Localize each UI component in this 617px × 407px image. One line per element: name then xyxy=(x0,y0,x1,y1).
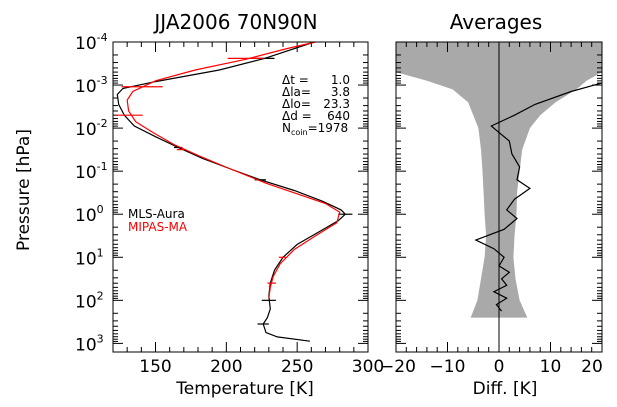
left-x-axis-label: Temperature [K] xyxy=(175,379,314,399)
y-tick-label: 10-3 xyxy=(75,74,108,97)
y-tick-base: 10 xyxy=(75,249,97,269)
left-panel-title: JJA2006 70N90N xyxy=(152,10,317,34)
x-tick-label: 250 xyxy=(281,357,313,377)
y-tick-label: 102 xyxy=(75,289,104,312)
stat-ncoin-symbol: N xyxy=(282,121,291,135)
y-tick-label: 101 xyxy=(75,246,104,269)
y-tick-base: 10 xyxy=(75,34,97,54)
stat-dd-label: Δd = xyxy=(282,109,312,123)
averages-panel: Averages Diff. [K] −20 −10 0 10 20 xyxy=(380,10,603,399)
x-tick-label: −10 xyxy=(430,357,466,377)
right-panel-title: Averages xyxy=(450,10,543,34)
y-tick-exponent: 0 xyxy=(97,203,104,216)
temperature-panel: JJA2006 70N90N Temperature [K] Pressure … xyxy=(14,10,384,399)
y-tick-label: 10-4 xyxy=(75,31,108,54)
y-tick-label: 10-2 xyxy=(75,117,108,140)
stat-ncoin-subscript: coin xyxy=(291,128,308,137)
y-tick-base: 10 xyxy=(75,77,97,97)
stat-dla-label: Δla= xyxy=(282,85,311,99)
stat-dt-label: Δt = xyxy=(282,73,309,87)
y-tick-base: 10 xyxy=(75,206,97,226)
mean-difference-line xyxy=(474,82,603,312)
series-line-mls-aura xyxy=(116,41,347,342)
stat-ncoin-value: =1978 xyxy=(308,121,349,135)
right-x-axis-label: Diff. [K] xyxy=(473,379,538,399)
x-tick-label: 0 xyxy=(494,357,505,377)
y-tick-label: 103 xyxy=(75,332,104,355)
right-plot-frame xyxy=(395,41,603,353)
y-tick-label: 10-1 xyxy=(75,160,108,183)
x-tick-label: 200 xyxy=(210,357,242,377)
left-plot-frame xyxy=(112,41,369,353)
left-axis-ticks xyxy=(113,41,368,352)
right-series-group xyxy=(474,82,603,312)
y-tick-label: 100 xyxy=(75,203,104,226)
y-tick-base: 10 xyxy=(75,335,97,355)
legend: MLS-Aura MIPAS-MA xyxy=(128,207,188,234)
y-tick-exponent: -1 xyxy=(97,160,108,173)
stat-dlo-value: 23.3 xyxy=(323,97,350,111)
y-tick-base: 10 xyxy=(75,163,97,183)
y-axis-label: Pressure [hPa] xyxy=(14,129,34,251)
y-tick-exponent: 2 xyxy=(97,289,104,302)
series-line-mipas-ma xyxy=(126,41,341,299)
left-series-group xyxy=(115,41,353,342)
right-axis-ticks xyxy=(396,41,602,352)
x-tick-label: 20 xyxy=(581,357,603,377)
y-tick-exponent: -2 xyxy=(97,117,108,130)
x-tick-label: 300 xyxy=(352,357,384,377)
y-tick-exponent: 1 xyxy=(97,246,104,259)
x-tick-label: 10 xyxy=(540,357,562,377)
stat-dla-value: 3.8 xyxy=(331,85,350,99)
y-tick-base: 10 xyxy=(75,120,97,140)
stat-dd-value: 640 xyxy=(327,109,350,123)
y-tick-exponent: -4 xyxy=(97,31,108,44)
x-tick-label: −20 xyxy=(380,357,416,377)
right-x-tick-labels: −20 −10 0 10 20 xyxy=(380,357,603,377)
y-tick-exponent: -3 xyxy=(97,74,108,87)
left-x-tick-labels: 150 200 250 300 xyxy=(139,357,384,377)
legend-mipas-ma: MIPAS-MA xyxy=(128,220,188,234)
y-tick-base: 10 xyxy=(75,292,97,312)
stat-ncoin: Ncoin=1978 xyxy=(282,121,348,137)
y-tick-exponent: 3 xyxy=(97,332,104,345)
stat-dlo-label: Δlo= xyxy=(282,97,311,111)
stat-dt-value: 1.0 xyxy=(331,73,350,87)
x-tick-label: 150 xyxy=(139,357,171,377)
legend-mls-aura: MLS-Aura xyxy=(128,207,185,221)
stats-annotation: Δt = 1.0 Δla= 3.8 Δlo= 23.3 Δd = 640 Nco… xyxy=(282,73,350,137)
